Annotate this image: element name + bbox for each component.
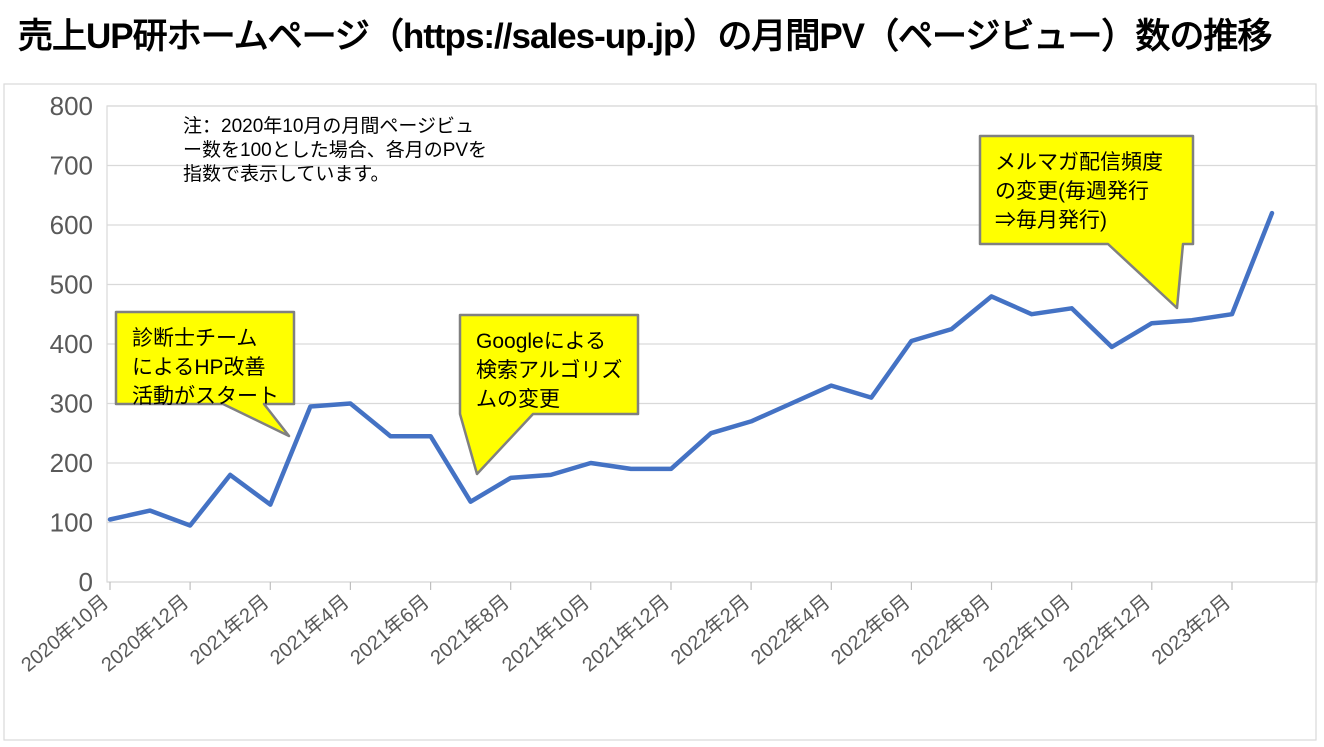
svg-text:ムの変更: ムの変更 — [476, 388, 560, 411]
svg-text:300: 300 — [50, 389, 93, 419]
svg-text:診断士チーム: 診断士チーム — [132, 327, 257, 350]
svg-text:活動がスタート: 活動がスタート — [132, 385, 279, 408]
svg-text:2022年6月: 2022年6月 — [827, 590, 915, 669]
svg-text:2020年12月: 2020年12月 — [97, 590, 194, 676]
svg-text:2021年2月: 2021年2月 — [185, 590, 273, 669]
svg-text:2022年12月: 2022年12月 — [1058, 590, 1155, 676]
svg-text:2023年2月: 2023年2月 — [1147, 590, 1235, 669]
svg-text:の変更(毎週発行: の変更(毎週発行 — [995, 180, 1149, 203]
svg-text:400: 400 — [50, 329, 93, 359]
svg-text:⇒毎月発行): ⇒毎月発行) — [995, 209, 1107, 232]
svg-text:2022年2月: 2022年2月 — [666, 590, 754, 669]
svg-text:検索アルゴリズ: 検索アルゴリズ — [476, 359, 622, 382]
svg-text:指数で表示しています。: 指数で表示しています。 — [183, 163, 390, 185]
svg-text:100: 100 — [50, 508, 93, 538]
svg-text:2021年4月: 2021年4月 — [266, 590, 354, 669]
svg-text:2021年10月: 2021年10月 — [497, 590, 594, 676]
svg-text:600: 600 — [50, 210, 93, 240]
svg-text:メルマガ配信頻度: メルマガ配信頻度 — [995, 151, 1163, 174]
svg-text:ー数を100とした場合、各月のPVを: ー数を100とした場合、各月のPVを — [183, 139, 487, 161]
svg-text:2022年10月: 2022年10月 — [978, 590, 1075, 676]
svg-text:700: 700 — [50, 151, 93, 181]
svg-text:Googleによる: Googleによる — [476, 330, 606, 353]
svg-text:によるHP改善: によるHP改善 — [132, 356, 266, 379]
svg-text:2021年6月: 2021年6月 — [346, 590, 434, 669]
svg-text:200: 200 — [50, 448, 93, 478]
svg-text:2022年4月: 2022年4月 — [746, 590, 834, 669]
svg-text:2021年12月: 2021年12月 — [578, 590, 675, 676]
svg-text:500: 500 — [50, 270, 93, 300]
svg-text:800: 800 — [50, 91, 93, 121]
svg-text:2020年10月: 2020年10月 — [17, 590, 114, 676]
svg-text:0: 0 — [79, 567, 93, 597]
svg-text:注：2020年10月の月間ページビュ: 注：2020年10月の月間ページビュ — [183, 115, 474, 137]
